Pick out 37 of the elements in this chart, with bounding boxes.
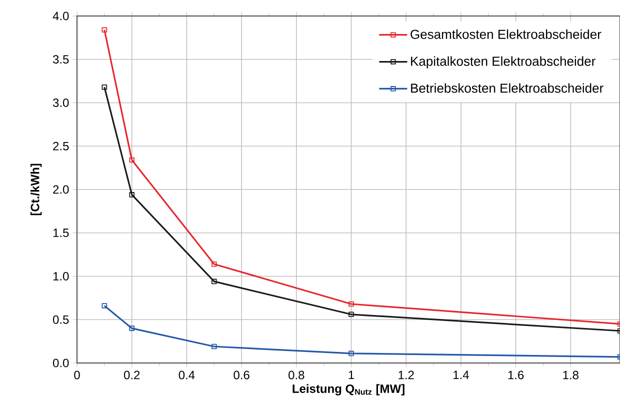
- y-tick-label: 3.5: [52, 55, 69, 64]
- y-tick-label: 2.0: [53, 185, 69, 194]
- y-tick-label: 1.0: [53, 272, 69, 280]
- x-tick-label: 0.8: [288, 370, 304, 380]
- legend-label: Gesamtkosten Elektroabscheider: [410, 29, 602, 39]
- y-tick-label: 3.0: [52, 98, 69, 107]
- line-series: [102, 303, 620, 360]
- legend-label: Betriebskosten Elektroabscheider: [411, 83, 604, 93]
- x-tick-label: 1.2: [398, 370, 414, 380]
- x-tick-label: 1: [348, 370, 354, 380]
- x-tick-label: 1.4: [454, 370, 469, 380]
- point: [211, 344, 217, 350]
- point: [211, 261, 217, 267]
- x-tick-label: 0.4: [178, 370, 195, 380]
- y-tick-label: 1.5: [53, 228, 69, 238]
- point: [348, 350, 354, 356]
- y-tick-label: 4.0: [52, 12, 69, 20]
- y-tick-label: 0.0: [52, 358, 69, 368]
- x-tick-label: 0.2: [124, 370, 140, 380]
- point: [129, 192, 135, 198]
- point: [102, 303, 108, 308]
- x-tick-label: 1.8: [563, 370, 578, 380]
- y-axis-title: [Ct./kWh]: [30, 164, 42, 216]
- point: [211, 278, 217, 284]
- point: [348, 312, 354, 318]
- x-tick-label: 0.6: [234, 370, 250, 380]
- x-tick-label: 1.6: [508, 370, 524, 380]
- legend-label: Kapitalkosten Elektroabscheider: [411, 56, 596, 68]
- y-tick-label: 0.5: [52, 315, 69, 324]
- point: [129, 326, 135, 331]
- x-axis-title: Leistung Q$_{Nutz}$ [MW]: [292, 384, 404, 396]
- point: [348, 301, 354, 307]
- point: [102, 84, 108, 90]
- x-tick-label: 0: [74, 370, 80, 380]
- point: [102, 27, 108, 33]
- y-tick-label: 2.5: [53, 142, 69, 150]
- point: [129, 157, 135, 163]
